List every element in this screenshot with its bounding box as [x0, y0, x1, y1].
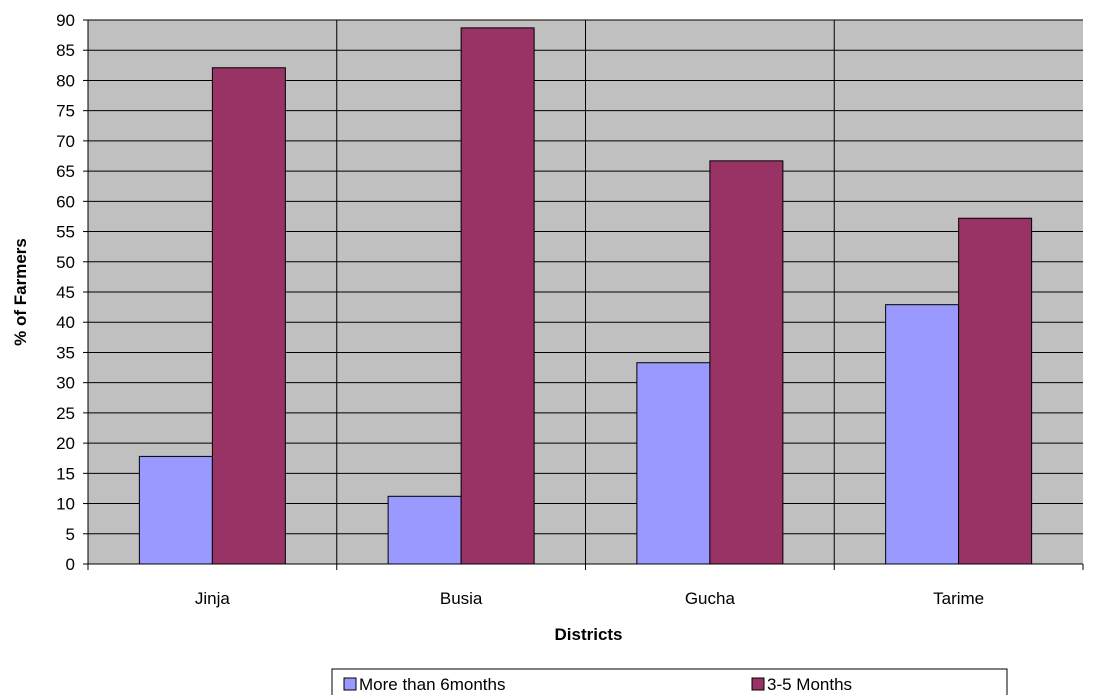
x-tick-label-gucha: Gucha — [685, 589, 736, 608]
y-tick-label: 5 — [66, 525, 75, 544]
x-tick-label-tarime: Tarime — [933, 589, 984, 608]
y-tick-label: 35 — [56, 343, 75, 362]
x-tick-label-jinja: Jinja — [195, 589, 231, 608]
y-tick-label: 70 — [56, 132, 75, 151]
x-axis-label: Districts — [554, 625, 622, 644]
y-axis-ticks: 0 5 10 15 20 25 30 35 40 45 50 55 60 65 70 75 80 85 90 — [56, 11, 88, 574]
y-tick-label: 60 — [56, 192, 75, 211]
x-axis-ticks: Jinja Busia Gucha Tarime — [88, 564, 1083, 608]
bar-3-5-months-gucha — [710, 161, 783, 564]
y-tick-label: 45 — [56, 283, 75, 302]
bar-3-5-months-busia — [461, 28, 534, 564]
x-tick-label-busia: Busia — [440, 589, 483, 608]
bar-3-5-months-jinja — [212, 68, 285, 564]
y-tick-label: 15 — [56, 464, 75, 483]
y-tick-label: 0 — [66, 555, 75, 574]
y-tick-label: 55 — [56, 223, 75, 242]
legend: More than 6months 3-5 Months — [332, 669, 1007, 695]
y-tick-label: 85 — [56, 41, 75, 60]
bar-more-than-6months-jinja — [139, 456, 212, 564]
y-tick-label: 80 — [56, 71, 75, 90]
y-tick-label: 25 — [56, 404, 75, 423]
legend-swatch-more-than-6months — [344, 678, 356, 690]
bar-more-than-6months-busia — [388, 496, 461, 564]
legend-label-more-than-6months: More than 6months — [359, 675, 505, 694]
y-axis-label: % of Farmers — [11, 238, 30, 346]
legend-label-3-5-months: 3-5 Months — [767, 675, 852, 694]
legend-swatch-3-5-months — [752, 678, 764, 690]
y-tick-label: 75 — [56, 102, 75, 121]
y-tick-label: 50 — [56, 253, 75, 272]
y-tick-label: 90 — [56, 11, 75, 30]
y-tick-label: 20 — [56, 434, 75, 453]
y-tick-label: 40 — [56, 313, 75, 332]
y-tick-label: 10 — [56, 495, 75, 514]
y-tick-label: 65 — [56, 162, 75, 181]
bar-3-5-months-tarime — [959, 218, 1032, 564]
bar-more-than-6months-gucha — [637, 363, 710, 564]
y-tick-label: 30 — [56, 374, 75, 393]
bar-more-than-6months-tarime — [886, 305, 959, 564]
